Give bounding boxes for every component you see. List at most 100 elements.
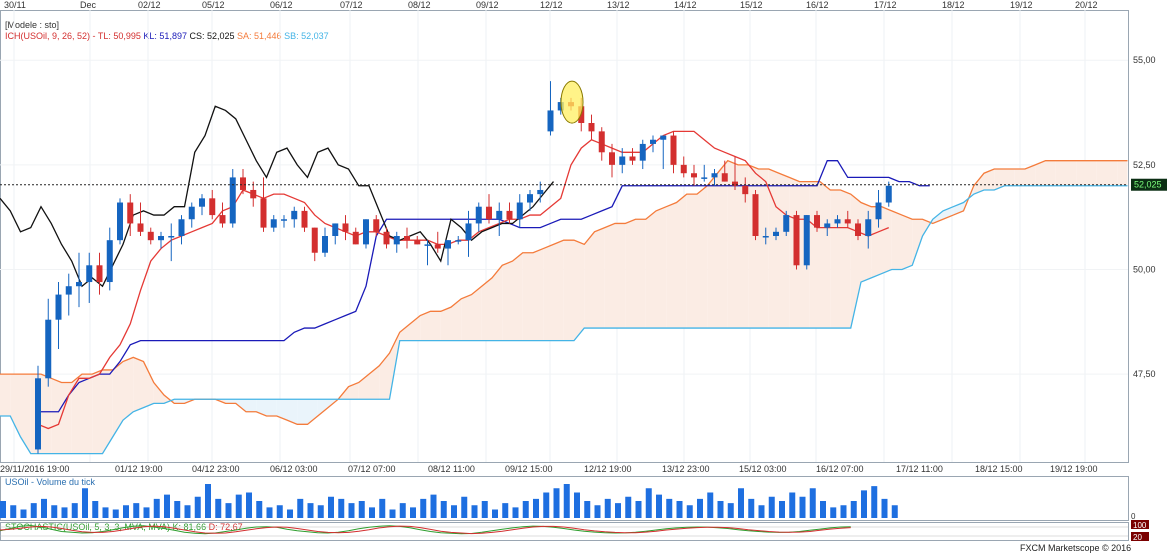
- kumo-cloud-segment: [41, 374, 52, 454]
- volume-bar: [30, 503, 37, 518]
- volume-bar: [666, 498, 673, 518]
- kumo-cloud-segment: [533, 248, 544, 341]
- candle-body: [660, 135, 667, 140]
- kumo-cloud-segment: [430, 311, 441, 341]
- volume-bar: [789, 492, 796, 518]
- candle-body: [291, 210, 298, 220]
- volume-bar: [41, 498, 47, 518]
- volume-bar: [379, 498, 386, 518]
- candle-body: [352, 231, 359, 245]
- kumo-cloud-segment: [727, 160, 738, 329]
- candle-body: [773, 231, 779, 236]
- volume-bar: [543, 492, 550, 518]
- volume-bar: [522, 501, 529, 518]
- bottom-axis-label: 15/12 03:00: [739, 464, 787, 474]
- top-axis-label: 30/11: [4, 0, 26, 10]
- volume-bar: [871, 486, 878, 518]
- volume-bar: [727, 503, 734, 518]
- candle-body: [588, 123, 595, 132]
- candle-body: [465, 223, 472, 241]
- kumo-cloud-segment: [133, 357, 144, 412]
- price-axis-label: 55,00: [1133, 55, 1156, 65]
- stoch-tick-badge: [1131, 520, 1149, 529]
- volume-bar: [697, 498, 703, 518]
- kumo-cloud-segment: [1014, 169, 1025, 186]
- volume-bar: [830, 507, 837, 518]
- candle-body: [147, 231, 154, 241]
- volume-bar: [369, 507, 375, 518]
- kumo-cloud-segment: [553, 240, 564, 341]
- volume-bar: [328, 496, 334, 518]
- current-price-badge: [1131, 178, 1167, 191]
- candle-body: [803, 215, 810, 266]
- candle-body: [383, 231, 390, 245]
- candle-body: [250, 189, 257, 199]
- candle-body: [732, 181, 738, 186]
- candle-body: [158, 236, 164, 241]
- candle-body: [496, 210, 503, 220]
- volume-bar: [174, 501, 181, 518]
- candle-body: [219, 215, 226, 224]
- bottom-axis-label: 17/12 11:00: [896, 464, 943, 474]
- volume-bar: [399, 503, 406, 518]
- kumo-cloud-segment: [604, 223, 615, 329]
- kumo-cloud-segment: [307, 399, 318, 425]
- kumo-cloud-segment: [1004, 169, 1015, 186]
- candle-body: [670, 135, 677, 165]
- candle-body: [199, 198, 205, 207]
- top-axis-label: 17/12: [874, 0, 897, 10]
- candle-body: [178, 219, 185, 236]
- kijun-legend: KL: 51,897: [143, 31, 187, 41]
- candle-body: [414, 240, 421, 245]
- candle-body: [168, 236, 175, 238]
- kumo-cloud-segment: [738, 164, 749, 329]
- volume-bar: [256, 501, 263, 518]
- price-panel-frame: [0, 10, 1129, 463]
- candle-body: [855, 223, 861, 236]
- candle-body: [76, 282, 82, 287]
- kumo-cloud-segment: [1086, 160, 1097, 186]
- chikou-span-line: [0, 105, 555, 288]
- candle-body: [322, 236, 328, 253]
- kumo-cloud-segment: [861, 202, 872, 283]
- top-axis-label: Dec: [80, 0, 97, 10]
- volume-bar: [574, 492, 580, 518]
- volume-bar: [758, 505, 765, 518]
- candle-body: [45, 319, 52, 379]
- kumo-cloud-segment: [143, 361, 154, 408]
- kumo-cloud-segment: [256, 399, 267, 416]
- volume-bar: [707, 492, 714, 518]
- bottom-axis-label: 12/12 19:00: [584, 464, 632, 474]
- candle-body: [86, 265, 93, 283]
- kumo-cloud-segment: [348, 382, 359, 400]
- price-axis-label: 47,50: [1133, 369, 1156, 379]
- kumo-cloud-segment: [1025, 164, 1036, 186]
- candle-body: [619, 156, 626, 165]
- kumo-cloud-segment: [461, 294, 472, 341]
- volume-bar: [61, 507, 68, 518]
- volume-bar: [717, 501, 724, 518]
- candle-body: [229, 177, 236, 224]
- volume-bar: [246, 492, 252, 518]
- candle-body: [875, 202, 882, 220]
- volume-bar: [686, 505, 693, 518]
- top-axis-label: 20/12: [1075, 0, 1098, 10]
- top-axis-label: 09/12: [476, 0, 499, 10]
- candle-body: [609, 152, 615, 165]
- bottom-axis-label: 04/12 23:00: [192, 464, 240, 474]
- kumo-cloud-segment: [522, 252, 533, 341]
- volume-bar: [348, 503, 355, 518]
- volume-bar: [225, 503, 232, 518]
- volume-bar: [553, 488, 560, 518]
- top-axis-label: 12/12: [540, 0, 563, 10]
- kumo-cloud-segment: [656, 206, 667, 329]
- volume-bar: [338, 498, 345, 518]
- candle-body: [424, 244, 431, 246]
- candle-body: [373, 219, 380, 232]
- top-axis-label: 15/12: [740, 0, 763, 10]
- candle-body: [137, 223, 144, 232]
- kumo-cloud-segment: [225, 399, 236, 404]
- volume-bar: [71, 503, 78, 518]
- candle-body: [393, 236, 400, 245]
